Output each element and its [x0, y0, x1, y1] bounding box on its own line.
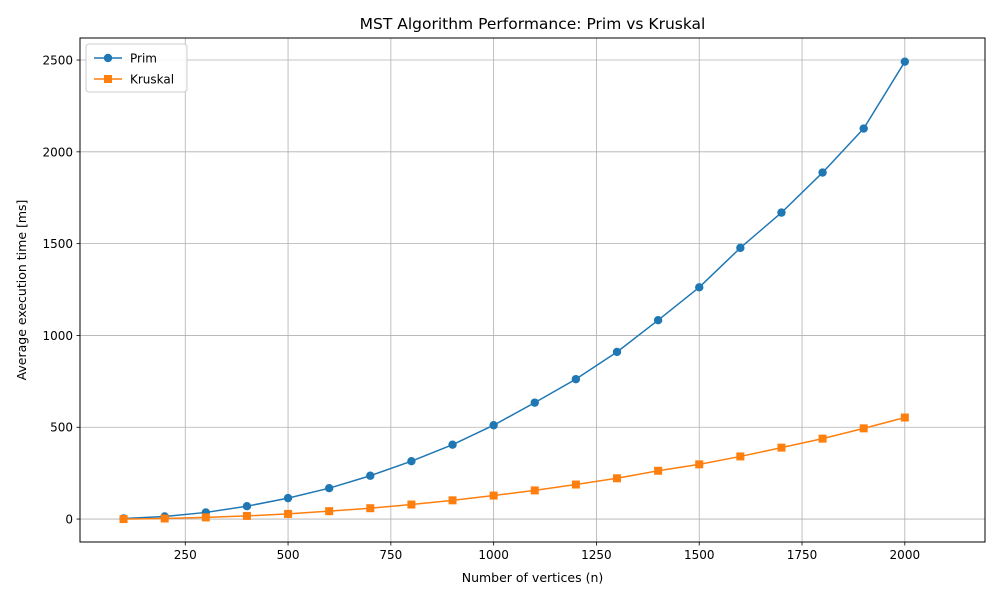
- grid: [80, 38, 985, 542]
- data-point-prim: [653, 316, 663, 325]
- series-layer: [119, 57, 910, 524]
- x-tick-label: 750: [379, 548, 402, 562]
- data-point-kruskal: [448, 496, 457, 505]
- data-point-kruskal: [325, 507, 334, 516]
- y-tick-label: 0: [65, 513, 73, 527]
- x-tick-label: 250: [174, 548, 197, 562]
- axis-ticks: 250 500 750 1000 1250 1500 1750 2000 0 500 1000 150…: [42, 54, 920, 562]
- data-point-kruskal: [366, 504, 375, 513]
- x-tick-label: 500: [277, 548, 300, 562]
- legend-label-kruskal: Kruskal: [130, 73, 174, 87]
- data-point-prim: [242, 501, 252, 511]
- series-line-kruskal: [123, 416, 906, 520]
- data-point-kruskal: [859, 424, 868, 433]
- data-point-kruskal: [695, 460, 704, 469]
- legend-label-prim: Prim: [130, 52, 157, 66]
- series-kruskal: [119, 413, 909, 524]
- data-point-prim: [818, 168, 827, 177]
- data-point-kruskal: [407, 500, 416, 509]
- data-point-prim: [571, 374, 581, 384]
- chart-title: MST Algorithm Performance: Prim vs Krusk…: [360, 15, 706, 33]
- data-point-prim: [489, 421, 498, 430]
- data-point-prim: [859, 124, 868, 133]
- data-point-kruskal: [530, 486, 539, 495]
- y-tick-label: 500: [50, 421, 73, 435]
- data-point-kruskal: [571, 480, 580, 489]
- data-point-prim: [612, 347, 622, 357]
- x-tick-label: 1500: [684, 548, 715, 562]
- data-point-kruskal: [160, 514, 169, 523]
- legend: Prim Kruskal: [85, 43, 188, 93]
- data-point-kruskal: [736, 452, 745, 461]
- x-axis-label: Number of vertices (n): [462, 570, 604, 585]
- data-point-kruskal: [612, 474, 621, 483]
- data-point-kruskal: [777, 443, 786, 452]
- data-point-prim: [530, 398, 539, 407]
- y-tick-label: 2500: [42, 54, 73, 68]
- y-tick-label: 1000: [42, 329, 73, 343]
- legend-marker-kruskal: [104, 75, 112, 83]
- x-tick-label: 1000: [478, 548, 509, 562]
- y-axis-label: Average execution time [ms]: [14, 200, 29, 381]
- x-tick-label: 2000: [890, 548, 921, 562]
- data-point-kruskal: [201, 513, 210, 522]
- legend-marker-prim: [103, 53, 113, 63]
- data-point-prim: [448, 440, 457, 449]
- data-point-prim: [324, 484, 334, 493]
- data-point-kruskal: [284, 509, 293, 518]
- data-point-kruskal: [489, 491, 498, 500]
- y-tick-label: 2000: [42, 145, 73, 159]
- data-point-prim: [366, 471, 375, 480]
- x-tick-label: 1750: [787, 548, 818, 562]
- y-tick-label: 1500: [42, 237, 73, 251]
- series-line-prim: [123, 61, 906, 520]
- data-point-prim: [736, 243, 745, 253]
- data-point-prim: [695, 283, 704, 292]
- data-point-kruskal: [119, 515, 128, 524]
- x-tick-label: 1250: [581, 548, 612, 562]
- data-point-prim: [283, 493, 293, 503]
- data-point-prim: [900, 57, 910, 66]
- data-point-prim: [407, 457, 416, 466]
- data-point-kruskal: [242, 511, 251, 520]
- data-point-kruskal: [654, 466, 663, 475]
- data-point-kruskal: [818, 434, 827, 443]
- plot-area-frame: [79, 37, 986, 543]
- data-point-prim: [777, 208, 786, 217]
- data-point-kruskal: [900, 413, 909, 422]
